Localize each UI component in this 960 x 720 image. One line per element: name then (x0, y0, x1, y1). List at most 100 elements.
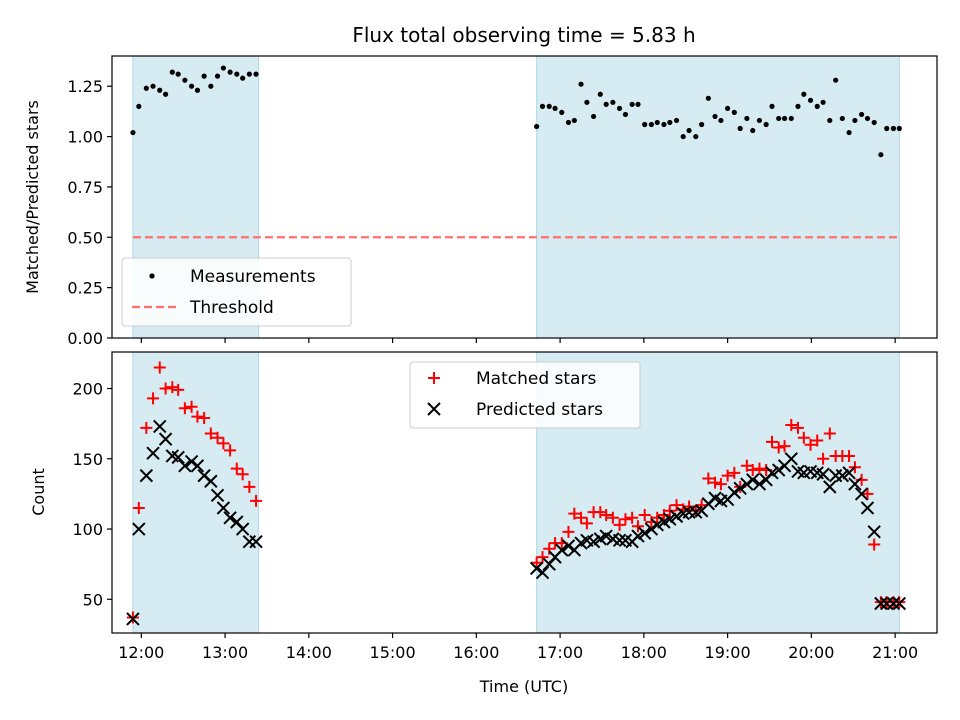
measurement-point (622, 111, 629, 118)
measurement-point (833, 77, 839, 83)
legend-threshold-label: Threshold (189, 298, 274, 318)
measurement-point (584, 99, 590, 105)
predicted-star-point (816, 467, 830, 481)
measurement-point (859, 111, 865, 118)
measurement-point (610, 99, 616, 105)
legend-matched-label: Matched stars (476, 369, 596, 389)
matched-star-point (619, 513, 632, 526)
measurement-point (699, 121, 705, 128)
y-tick-label: 0.00 (67, 329, 103, 348)
x-tick-label: 16:00 (453, 643, 499, 662)
measurement-point (827, 117, 833, 124)
bottom-y-axis-label: Count (29, 468, 48, 516)
measurement-point (130, 129, 136, 136)
matched-star-point (728, 466, 741, 479)
matched-star-point (778, 440, 791, 453)
matched-star-point (166, 381, 179, 394)
measurement-point (864, 115, 871, 122)
measurement-point (227, 69, 233, 75)
measurement-point (807, 97, 814, 103)
matched-star-point (562, 525, 575, 538)
matched-star-point (702, 472, 715, 485)
measurement-point (776, 115, 782, 122)
measurement-point (781, 115, 788, 122)
matched-star-point (217, 437, 230, 450)
measurement-point (220, 65, 226, 71)
matched-star-point (236, 468, 249, 481)
predicted-star-point (586, 534, 601, 549)
measurement-point (253, 71, 259, 77)
predicted-star-point (740, 477, 754, 491)
predicted-star-point (216, 501, 231, 515)
top-y-axis-label: Matched/Predicted stars (23, 100, 42, 294)
measurement-point (686, 127, 692, 134)
x-axis-label: Time (UTC) (479, 677, 568, 696)
x-tick-label: 13:00 (202, 643, 248, 662)
top-shaded-spans (132, 55, 900, 339)
top-x-ticks (140, 338, 896, 343)
measurement-point (884, 125, 890, 132)
measurement-point (756, 117, 763, 124)
predicted-star-point (126, 612, 140, 626)
matched-star-point (855, 473, 868, 486)
measurement-point (744, 115, 750, 122)
matched-star-point (575, 511, 588, 524)
measurement-point (820, 99, 826, 105)
matched-star-point (172, 383, 185, 396)
predicted-star-point (561, 539, 576, 553)
measurement-point (234, 71, 240, 77)
measurement-point (157, 87, 163, 93)
predicted-star-point (842, 466, 856, 480)
matched-star-point (153, 361, 166, 374)
measurement-point (590, 113, 597, 120)
measurement-point (667, 119, 673, 126)
bottom-legend-box (409, 361, 641, 429)
measurement-point (795, 103, 801, 109)
y-tick-label: 1.00 (67, 128, 103, 147)
predicted-star-point (204, 474, 218, 488)
predicted-star-point (663, 512, 677, 526)
matched-star-point (670, 499, 683, 512)
predicted-star-point (746, 473, 760, 487)
y-tick-label: 0.25 (67, 279, 103, 298)
measurement-point (539, 103, 546, 109)
measurement-point (246, 71, 252, 77)
y-tick-label: 200 (72, 380, 103, 399)
predicted-star-point (158, 432, 173, 446)
measurement-point (559, 109, 565, 115)
bottom-x-ticks: 12:00 13:00 14:00 15:00 16:00 17:00 18:00 19:00… (118, 633, 918, 662)
matched-star-point (804, 438, 817, 451)
matched-star-point (843, 449, 856, 462)
measurement-point (169, 69, 175, 75)
matched-star-point (817, 452, 830, 465)
legend-predicted-marker (427, 402, 441, 416)
top-axes-frame (111, 55, 938, 339)
predicted-star-point (644, 522, 659, 536)
y-tick-label: 1.25 (67, 77, 103, 96)
measurement-point (143, 85, 149, 91)
measurement-point (175, 71, 181, 77)
top-y-ticks: 0.00 0.25 0.50 0.75 1.00 1.25 (67, 77, 112, 348)
matched-star-point (536, 551, 549, 564)
x-tick-label: 14:00 (286, 643, 332, 662)
predicted-star-point (190, 459, 205, 473)
matched-star-point (159, 382, 172, 395)
figure-title: Flux total observing time = 5.83 h (352, 23, 695, 47)
matched-star-point (823, 427, 836, 440)
y-tick-label: 100 (72, 520, 103, 539)
top-legend-box (121, 257, 352, 327)
predicted-star-point (249, 534, 263, 549)
measurement-point (629, 101, 635, 107)
predicted-star-point (146, 446, 160, 460)
measurement-point (814, 103, 820, 109)
predicted-star-point (631, 529, 645, 543)
measurement-point (846, 129, 852, 136)
matched-star-point (772, 441, 785, 454)
measurement-point (871, 119, 877, 126)
predicted-star-point (823, 480, 837, 494)
predicted-star-point (132, 522, 146, 536)
measurement-point (705, 95, 711, 101)
measurement-point (546, 103, 552, 109)
predicted-star-point (669, 509, 684, 524)
matched-star-point (663, 504, 676, 517)
